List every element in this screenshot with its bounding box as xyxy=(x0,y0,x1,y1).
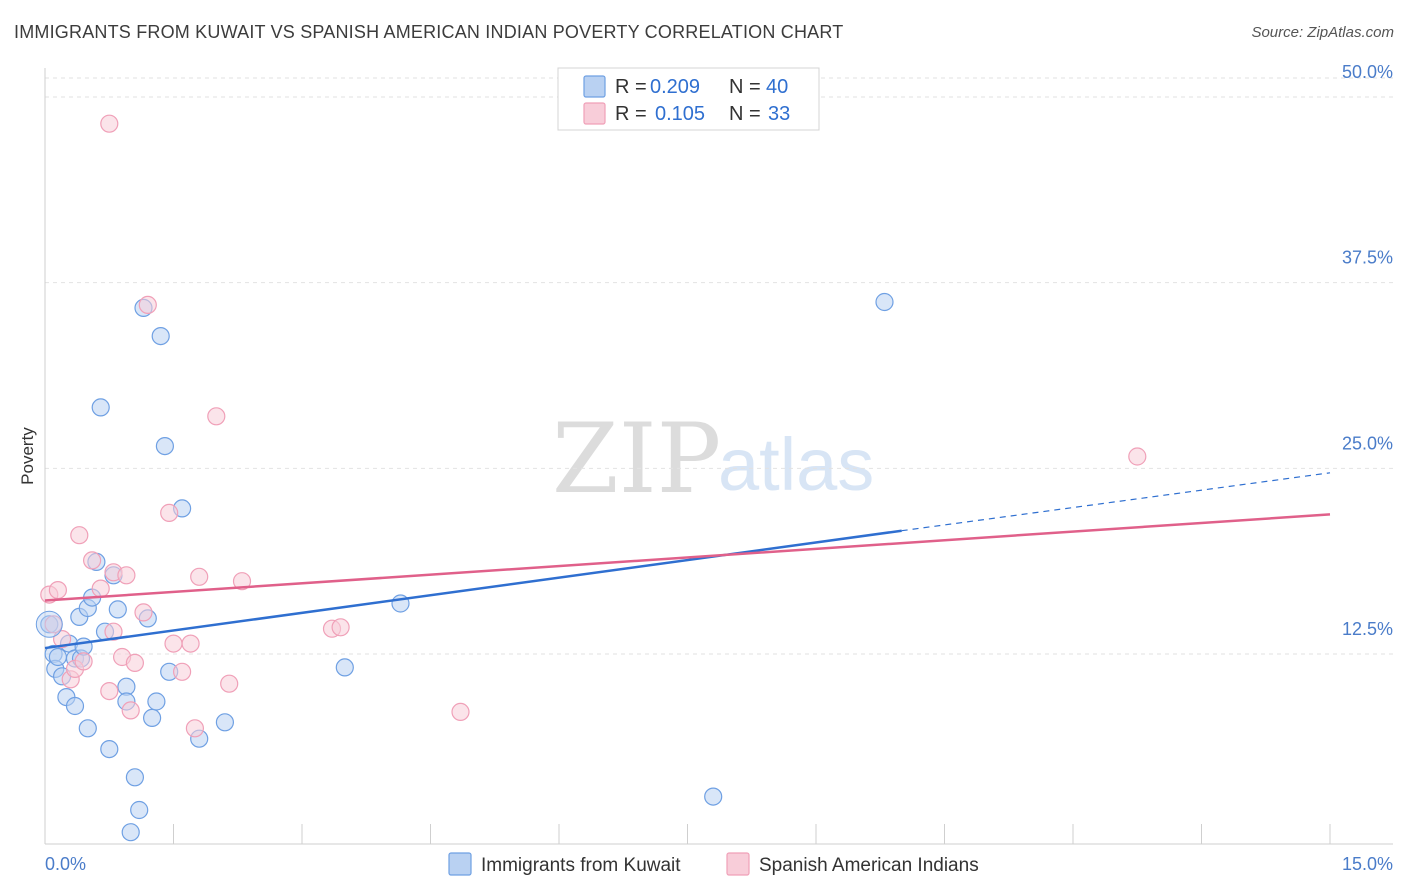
watermark-zip: ZIP xyxy=(552,403,721,515)
trend-line-kuwait-extension xyxy=(901,472,1331,532)
legend-r-label-kuwait: R = xyxy=(615,76,647,98)
gridlines xyxy=(45,77,1393,655)
series-legend-label-spanish: Spanish American Indians xyxy=(759,855,979,876)
point-kuwait xyxy=(143,708,162,728)
trend-line-spanish xyxy=(44,513,1331,602)
point-kuwait xyxy=(704,787,723,806)
chart-title: IMMIGRANTS FROM KUWAIT VS SPANISH AMERIC… xyxy=(14,22,844,42)
point-spanish xyxy=(121,701,140,720)
legend-r-value-spanish: 0.105 xyxy=(655,103,705,125)
point-kuwait xyxy=(108,600,127,619)
series-legend-swatch-spanish xyxy=(726,852,750,876)
series-legend-label-kuwait: Immigrants from Kuwait xyxy=(481,855,681,876)
point-spanish xyxy=(207,407,226,426)
point-kuwait xyxy=(335,658,354,677)
point-spanish xyxy=(190,567,209,586)
point-spanish xyxy=(125,653,144,673)
point-kuwait xyxy=(147,692,166,711)
y-tick-labels: 12.5% 25.0% 37.5% 50.0% xyxy=(1342,62,1393,639)
y-tick-label: 37.5% xyxy=(1342,248,1393,268)
x-tick-label-max: 15.0% xyxy=(1342,854,1393,874)
legend-swatch-spanish xyxy=(583,102,606,125)
point-kuwait xyxy=(130,800,149,820)
point-kuwait xyxy=(91,398,110,417)
point-spanish xyxy=(52,629,72,649)
point-spanish xyxy=(70,526,89,545)
point-spanish xyxy=(74,652,93,671)
point-kuwait xyxy=(100,739,119,759)
stats-legend: R = 0.209 N = 40 R = 0.105 N = 33 xyxy=(557,67,820,131)
point-kuwait xyxy=(155,437,174,456)
series-legend: Immigrants from Kuwait Spanish American … xyxy=(448,852,979,876)
point-spanish xyxy=(1128,447,1147,466)
source-label: Source: ZipAtlas.com xyxy=(1251,24,1394,41)
series-legend-swatch-kuwait xyxy=(448,852,472,876)
point-kuwait xyxy=(65,696,85,716)
point-spanish xyxy=(104,622,123,641)
axes xyxy=(44,68,1393,845)
legend-n-value-kuwait: 40 xyxy=(766,76,788,98)
point-spanish xyxy=(173,662,192,681)
point-spanish xyxy=(232,572,252,591)
y-tick-label: 25.0% xyxy=(1342,433,1393,453)
point-spanish xyxy=(138,295,157,314)
trend-line-kuwait xyxy=(44,529,902,650)
point-spanish xyxy=(100,681,119,701)
point-spanish xyxy=(82,551,102,570)
point-spanish xyxy=(331,618,350,637)
point-spanish xyxy=(100,114,119,133)
point-spanish xyxy=(164,634,183,653)
point-spanish xyxy=(134,603,153,622)
x-tick-label-min: 0.0% xyxy=(45,854,86,874)
point-kuwait-large xyxy=(35,610,63,638)
point-kuwait xyxy=(125,768,144,787)
legend-swatch-kuwait xyxy=(583,75,606,98)
point-kuwait xyxy=(121,823,140,842)
legend-n-value-spanish: 33 xyxy=(768,103,790,125)
legend-n-label-kuwait: N = xyxy=(729,76,761,98)
point-spanish xyxy=(91,579,110,598)
point-kuwait xyxy=(151,327,170,346)
y-tick-label: 12.5% xyxy=(1342,619,1393,639)
data-points xyxy=(35,114,1147,842)
y-axis-label: Poverty xyxy=(18,427,37,485)
trend-lines xyxy=(44,472,1331,650)
legend-r-label-spanish: R = xyxy=(615,103,647,125)
point-spanish xyxy=(48,580,68,600)
y-tick-label: 50.0% xyxy=(1342,62,1393,82)
point-kuwait xyxy=(875,292,894,312)
point-spanish xyxy=(181,634,200,653)
legend-n-label-spanish: N = xyxy=(729,103,761,125)
legend-r-value-kuwait: 0.209 xyxy=(650,76,700,98)
point-spanish xyxy=(451,702,470,722)
point-spanish xyxy=(185,719,204,738)
point-spanish xyxy=(117,566,136,585)
point-spanish xyxy=(160,503,179,523)
watermark-atlas: atlas xyxy=(718,423,874,506)
x-tick-marks xyxy=(173,824,1331,844)
point-kuwait xyxy=(78,719,97,738)
point-kuwait xyxy=(215,713,234,732)
point-spanish xyxy=(220,674,239,693)
